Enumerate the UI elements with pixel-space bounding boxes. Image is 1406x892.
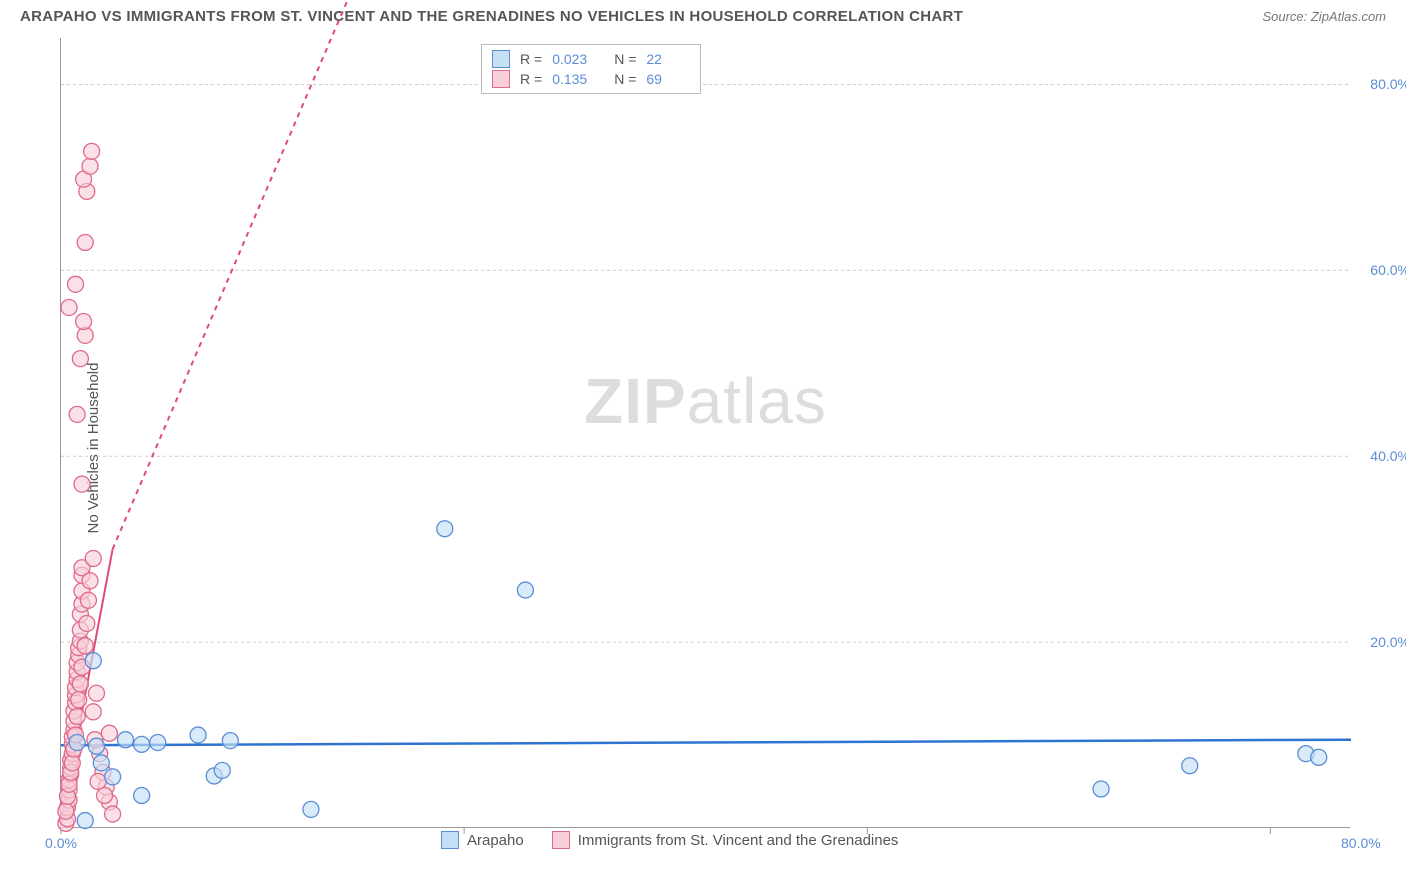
data-point-pink	[84, 143, 100, 159]
data-point-pink	[77, 638, 93, 654]
source-attribution: Source: ZipAtlas.com	[1262, 9, 1386, 24]
data-point-blue	[150, 734, 166, 750]
data-point-blue	[1182, 758, 1198, 774]
n-value: 22	[646, 51, 690, 67]
y-tick-label: 20.0%	[1370, 634, 1406, 650]
data-point-blue	[517, 582, 533, 598]
r-label: R =	[520, 71, 542, 87]
y-tick-label: 40.0%	[1370, 448, 1406, 464]
data-point-blue	[437, 521, 453, 537]
plot-area: ZIPatlas R = 0.023 N = 22 R = 0.135 N = …	[60, 38, 1350, 828]
swatch-blue-icon	[492, 50, 510, 68]
data-point-pink	[97, 787, 113, 803]
x-tick-label: 0.0%	[45, 835, 77, 851]
data-point-pink	[80, 592, 96, 608]
data-point-pink	[61, 300, 77, 316]
data-point-blue	[303, 801, 319, 817]
y-tick-label: 80.0%	[1370, 76, 1406, 92]
data-point-pink	[58, 803, 74, 819]
legend-item-immigrants: Immigrants from St. Vincent and the Gren…	[552, 831, 899, 849]
data-point-blue	[222, 733, 238, 749]
legend-item-arapaho: Arapaho	[441, 831, 524, 849]
data-point-pink	[69, 708, 85, 724]
legend-row-pink: R = 0.135 N = 69	[492, 69, 690, 89]
r-label: R =	[520, 51, 542, 67]
data-point-pink	[71, 692, 87, 708]
n-label: N =	[614, 71, 636, 87]
data-point-blue	[88, 738, 104, 754]
legend-label: Immigrants from St. Vincent and the Gren…	[578, 832, 899, 849]
data-point-pink	[69, 406, 85, 422]
data-point-pink	[88, 685, 104, 701]
data-point-blue	[1093, 781, 1109, 797]
data-point-blue	[85, 653, 101, 669]
data-point-blue	[134, 736, 150, 752]
data-point-pink	[72, 351, 88, 367]
data-point-pink	[79, 616, 95, 632]
data-point-pink	[82, 573, 98, 589]
data-point-pink	[105, 806, 121, 822]
data-point-pink	[68, 276, 84, 292]
data-point-blue	[118, 732, 134, 748]
scatter-plot-svg	[61, 38, 1350, 827]
data-point-blue	[214, 762, 230, 778]
data-point-pink	[77, 234, 93, 250]
data-point-blue	[93, 755, 109, 771]
x-tick-label: 80.0%	[1341, 835, 1381, 851]
data-point-pink	[85, 704, 101, 720]
data-point-pink	[74, 476, 90, 492]
chart-container: No Vehicles in Household ZIPatlas R = 0.…	[20, 38, 1386, 858]
data-point-pink	[85, 550, 101, 566]
data-point-pink	[76, 313, 92, 329]
y-tick-label: 60.0%	[1370, 262, 1406, 278]
legend-row-blue: R = 0.023 N = 22	[492, 49, 690, 69]
data-point-pink	[101, 725, 117, 741]
data-point-blue	[134, 787, 150, 803]
correlation-legend: R = 0.023 N = 22 R = 0.135 N = 69	[481, 44, 701, 94]
data-point-pink	[72, 676, 88, 692]
series-legend: Arapaho Immigrants from St. Vincent and …	[441, 831, 898, 849]
data-point-blue	[105, 769, 121, 785]
data-point-blue	[1311, 749, 1327, 765]
r-value: 0.135	[552, 71, 596, 87]
r-value: 0.023	[552, 51, 596, 67]
data-point-pink	[82, 158, 98, 174]
n-label: N =	[614, 51, 636, 67]
n-value: 69	[646, 71, 690, 87]
chart-title: ARAPAHO VS IMMIGRANTS FROM ST. VINCENT A…	[20, 8, 963, 25]
legend-label: Arapaho	[467, 832, 524, 849]
data-point-blue	[77, 813, 93, 829]
swatch-blue-icon	[441, 831, 459, 849]
swatch-pink-icon	[492, 70, 510, 88]
swatch-pink-icon	[552, 831, 570, 849]
data-point-blue	[69, 734, 85, 750]
data-point-blue	[190, 727, 206, 743]
